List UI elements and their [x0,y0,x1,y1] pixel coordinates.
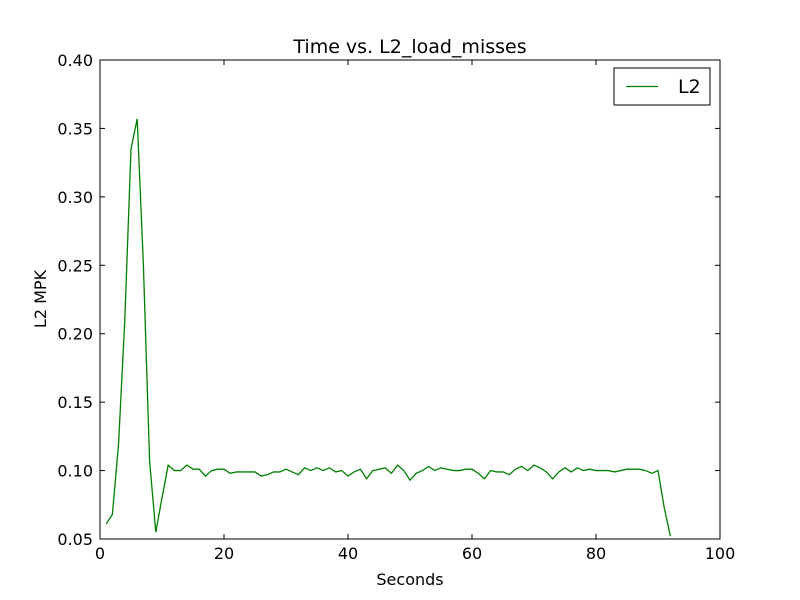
y-tick-label: 0.35 [57,119,93,138]
y-tick-label: 0.20 [57,325,93,344]
x-tick-label: 80 [586,544,606,563]
y-tick-label: 0.30 [57,188,93,207]
y-tick-label: 0.05 [57,530,93,549]
y-tick-label: 0.25 [57,256,93,275]
y-axis-label: L2 MPK [31,269,50,328]
x-tick-label: 0 [95,544,105,563]
series-line-l2 [105,118,672,537]
axis-ticks: 0 20 40 60 80 100 0.05 0.10 0.15 0.20 0.25 0.30 0.35… [57,51,735,563]
y-tick-label: 0.15 [57,393,93,412]
legend-label-l2: L2 [678,76,701,98]
plot-frame [99,59,721,540]
x-tick-label: 60 [462,544,482,563]
x-tick-label: 40 [338,544,358,563]
x-axis-label: Seconds [376,570,443,589]
x-tick-label: 100 [705,544,736,563]
legend: L2 [613,67,711,106]
y-tick-label: 0.40 [57,51,93,70]
chart-title: Time vs. L2_load_misses [292,36,526,58]
x-tick-label: 20 [214,544,234,563]
plot-area [99,59,721,540]
y-tick-label: 0.10 [57,462,93,481]
